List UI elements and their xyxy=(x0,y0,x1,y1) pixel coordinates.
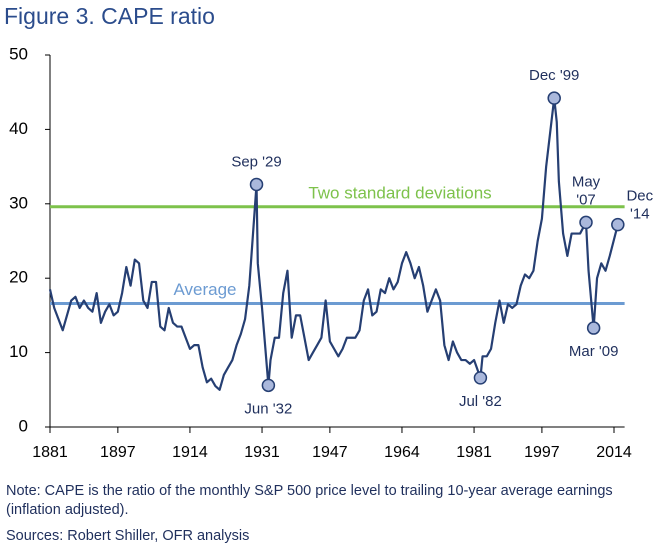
x-tick-label: 2014 xyxy=(596,444,632,461)
annotation-label: '07 xyxy=(576,191,596,208)
y-tick-label: 40 xyxy=(9,119,28,138)
note: Note: CAPE is the ratio of the monthly S… xyxy=(6,483,613,518)
x-tick-label: 1931 xyxy=(244,444,280,461)
source: Sources: Robert Shiller, OFR analysis xyxy=(6,528,250,544)
annotation-label: Dec '99 xyxy=(529,67,579,84)
y-tick-label: 20 xyxy=(9,268,28,287)
annotation-marker xyxy=(579,215,593,230)
reference-label: Average xyxy=(173,280,236,299)
annotation-marker xyxy=(547,91,561,105)
annotation-label: Mar '09 xyxy=(569,343,619,360)
x-tick-label: 1897 xyxy=(100,444,136,461)
annotation-label: Dec xyxy=(626,188,653,205)
x-tick-label: 1981 xyxy=(456,444,492,461)
annotation-label: '14 xyxy=(630,206,650,223)
y-tick-label: 30 xyxy=(9,193,28,212)
data-line xyxy=(48,97,619,391)
annotation-marker xyxy=(586,321,601,335)
reference-label: Two standard deviations xyxy=(308,183,491,202)
chart: Figure 3. CAPE ratio 0 10 20 30 40 50 1881 1897… xyxy=(4,3,654,461)
y-tick-label: 0 xyxy=(19,416,28,435)
annotation-label: Jul '82 xyxy=(459,393,502,410)
annotation-label: Sep '29 xyxy=(231,153,281,170)
chart-title: Figure 3. CAPE ratio xyxy=(4,3,215,29)
x-tick-label: 1964 xyxy=(384,444,420,461)
annotation-marker xyxy=(249,177,264,192)
x-tick-label: 1997 xyxy=(524,444,560,461)
x-tick-label: 1947 xyxy=(312,444,348,461)
y-tick-label: 50 xyxy=(9,44,28,63)
x-tick-label: 1881 xyxy=(32,444,68,461)
annotation-marker xyxy=(261,378,276,393)
y-tick-label: 10 xyxy=(9,342,28,361)
annotation-label: Jun '32 xyxy=(244,400,292,417)
x-tick-label: 1914 xyxy=(172,444,208,461)
annotation-label: May xyxy=(572,173,601,190)
annotation-marker xyxy=(473,371,488,385)
annotation-marker xyxy=(611,217,625,232)
